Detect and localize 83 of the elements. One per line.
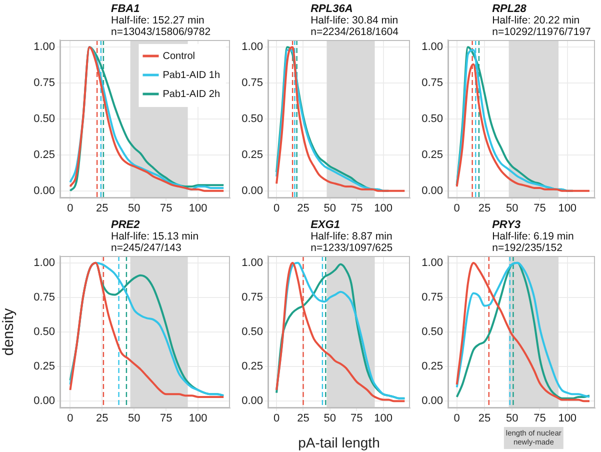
y-tick-label: 0.50 [34, 113, 55, 126]
y-tick-label: 0.50 [422, 113, 443, 126]
chart-subtitle: Half-life: 8.87 min [310, 230, 392, 242]
y-tick-label: 0.00 [34, 184, 55, 197]
chart-subtitle: Half-life: 20.22 min [492, 14, 580, 26]
legend-label: Control [162, 50, 195, 62]
y-tick-label: 0.75 [34, 291, 55, 304]
y-tick-label: 1.00 [422, 256, 443, 269]
x-tick-label: 100 [188, 412, 208, 425]
chart-subtitle: Half-life: 6.19 min [492, 230, 574, 242]
x-tick-label: 100 [374, 412, 392, 425]
x-tick-label: 25 [478, 202, 491, 215]
y-tick-label: 0.00 [422, 395, 443, 408]
text: n=13043/15806/9782 [111, 26, 211, 38]
legend-label: Pab1-AID 1h [162, 70, 220, 81]
x-axis-title: pA-tail length [298, 434, 380, 450]
text: n=10292/11976/7197 [492, 26, 592, 38]
chart-subtitle: Half-life: 30.84 min [310, 14, 398, 26]
x-tick-label: 100 [374, 202, 392, 215]
chart-title: FBA1 [111, 3, 140, 16]
y-tick-label: 0.00 [422, 184, 443, 197]
x-tick-label: 100 [188, 202, 208, 215]
y-tick-label: 1.00 [34, 41, 55, 54]
x-tick-label: 50 [324, 412, 336, 425]
text: n=2234/2618/1604 [310, 26, 399, 38]
y-tick-label: 0.75 [242, 77, 263, 90]
y-tick-label: 0.25 [422, 360, 443, 373]
y-tick-label: 0.50 [242, 113, 263, 126]
y-tick-label: 0.00 [242, 184, 263, 197]
y-axis-title: density [0, 308, 18, 356]
x-tick-label: 50 [128, 412, 140, 425]
x-tick-label: 0 [67, 202, 74, 215]
x-tick-label: 75 [534, 202, 546, 215]
y-tick-label: 1.00 [242, 41, 263, 54]
chart-title: PRY3 [492, 219, 521, 232]
y-tick-label: 0.25 [242, 148, 263, 161]
x-tick-label: 0 [454, 412, 460, 425]
chart-title: RPL36A [310, 3, 353, 16]
legend-label: Pab1-AID 2h [162, 88, 220, 100]
x-tick-label: 25 [478, 412, 491, 425]
x-tick-label: 25 [297, 412, 310, 425]
y-tick-label: 0.50 [34, 326, 55, 338]
x-tick-label: 0 [67, 412, 74, 425]
y-tick-label: 0.25 [34, 148, 55, 161]
text: n=192/235/152 [492, 242, 563, 254]
y-tick-label: 0.75 [422, 77, 443, 90]
y-tick-label: 0.50 [422, 326, 443, 338]
chart-title: EXG1 [310, 219, 340, 232]
y-tick-label: 1.00 [242, 256, 263, 269]
x-tick-label: 50 [506, 202, 518, 215]
x-tick-label: 75 [350, 202, 363, 215]
x-tick-label: 0 [273, 202, 280, 215]
y-tick-label: 1.00 [422, 41, 443, 54]
y-tick-label: 0.25 [242, 360, 263, 373]
y-tick-label: 0.50 [242, 326, 263, 338]
x-tick-label: 25 [96, 412, 108, 425]
y-tick-label: 0.00 [34, 395, 55, 408]
chart-subtitle: Half-life: 152.27 min [111, 14, 205, 26]
x-tick-label: 25 [96, 202, 108, 215]
chart-subtitle: Half-life: 15.13 min [111, 230, 199, 242]
y-tick-label: 1.00 [34, 256, 55, 269]
chart-title: RPL28 [492, 3, 528, 16]
text: n=245/247/143 [111, 242, 182, 254]
x-tick-label: 25 [297, 202, 310, 215]
x-tick-label: 0 [454, 202, 460, 215]
x-tick-label: 50 [128, 202, 140, 215]
x-tick-label: 50 [324, 202, 336, 215]
y-tick-label: 0.00 [242, 395, 263, 408]
x-tick-label: 75 [350, 412, 363, 425]
y-tick-label: 0.75 [34, 77, 55, 90]
x-tick-label: 0 [273, 412, 280, 425]
text: n=1233/1097/625 [310, 242, 393, 254]
y-tick-label: 0.75 [242, 291, 263, 304]
x-tick-label: 100 [558, 202, 577, 215]
y-tick-label: 0.25 [34, 360, 55, 373]
y-tick-label: 0.75 [422, 291, 443, 304]
x-tick-label: 75 [160, 202, 172, 215]
x-tick-label: 75 [160, 412, 172, 425]
y-tick-label: 0.25 [422, 148, 443, 161]
chart-title: PRE2 [111, 219, 140, 232]
x-tick-label: 100 [558, 412, 577, 425]
x-tick-label: 75 [534, 412, 546, 425]
x-tick-label: 50 [506, 412, 518, 425]
